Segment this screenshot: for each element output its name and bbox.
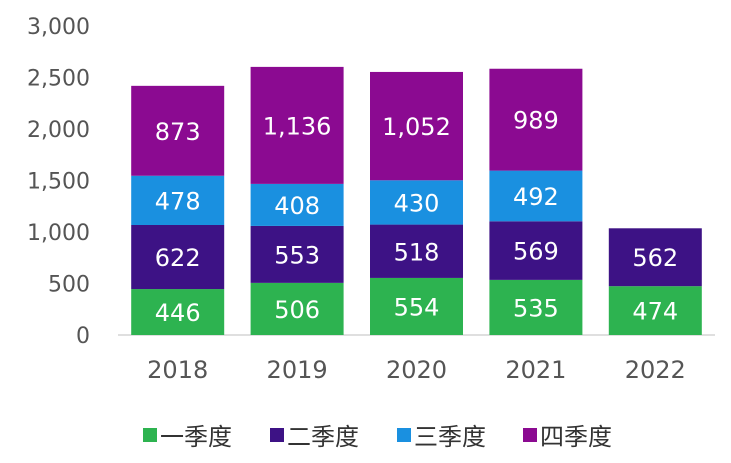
data-label: 1,052: [382, 113, 451, 141]
data-label: 506: [274, 296, 320, 324]
bars: [131, 66, 702, 335]
data-label: 554: [394, 293, 440, 321]
legend: 一季度 二季度 三季度 四季度: [143, 423, 612, 451]
bar-segment: [608, 228, 702, 287]
x-tick-label: 2022: [625, 356, 686, 384]
y-tick-label: 1,500: [27, 170, 90, 195]
x-axis: 2018 2019 2020 2021 2022: [118, 334, 715, 384]
data-label: 446: [155, 299, 201, 327]
data-label: 1,136: [263, 112, 332, 140]
y-tick-label: 500: [48, 273, 90, 298]
legend-label: 二季度: [287, 423, 359, 451]
bar-segment: [608, 286, 702, 335]
bar-segment: [250, 183, 344, 226]
data-label: 989: [513, 107, 559, 135]
data-label: 569: [513, 238, 559, 266]
legend-swatch: [143, 428, 157, 442]
x-tick-label: 2018: [147, 356, 208, 384]
bar-segment: [489, 279, 583, 335]
data-label: 474: [632, 298, 678, 326]
y-tick-label: 2,500: [27, 67, 90, 92]
legend-swatch: [397, 428, 411, 442]
bar-segment: [489, 68, 583, 171]
y-tick-label: 1,000: [27, 221, 90, 246]
bar-segment: [131, 175, 225, 225]
legend-label: 一季度: [160, 423, 232, 451]
bar-segment: [131, 224, 225, 290]
legend-label: 四季度: [540, 423, 612, 451]
data-labels: 446 622 478 873 506 553 408 1,136 554 518 430 1,052…: [155, 107, 678, 327]
data-label: 518: [394, 238, 440, 266]
y-axis: 0 500 1,000 1,500 2,000 2,500 3,000: [27, 15, 90, 349]
y-tick-label: 2,000: [27, 118, 90, 143]
data-label: 535: [513, 294, 559, 322]
data-label: 408: [274, 192, 320, 220]
data-label: 562: [632, 244, 678, 272]
bar-segment: [131, 85, 225, 176]
y-tick-label: 0: [76, 324, 90, 349]
data-label: 622: [155, 244, 201, 272]
bar-segment: [370, 71, 463, 181]
x-tick-label: 2019: [267, 356, 328, 384]
data-label: 430: [394, 189, 440, 217]
bar-segment: [131, 289, 225, 335]
data-label: 553: [274, 241, 320, 269]
bar-segment: [250, 225, 344, 283]
x-tick-label: 2020: [386, 356, 447, 384]
bar-segment: [370, 277, 463, 335]
bar-segment: [370, 180, 463, 225]
bar-segment: [250, 282, 344, 335]
bar-segment: [250, 66, 344, 184]
data-label: 492: [513, 183, 559, 211]
bar-segment: [489, 170, 583, 222]
y-tick-label: 3,000: [27, 15, 90, 40]
bar-segment: [370, 224, 463, 278]
x-tick-label: 2021: [505, 356, 566, 384]
data-label: 873: [155, 118, 201, 146]
bar-segment: [489, 221, 583, 280]
legend-swatch: [523, 428, 537, 442]
legend-swatch: [270, 428, 284, 442]
legend-label: 三季度: [414, 423, 486, 451]
data-label: 478: [155, 187, 201, 215]
